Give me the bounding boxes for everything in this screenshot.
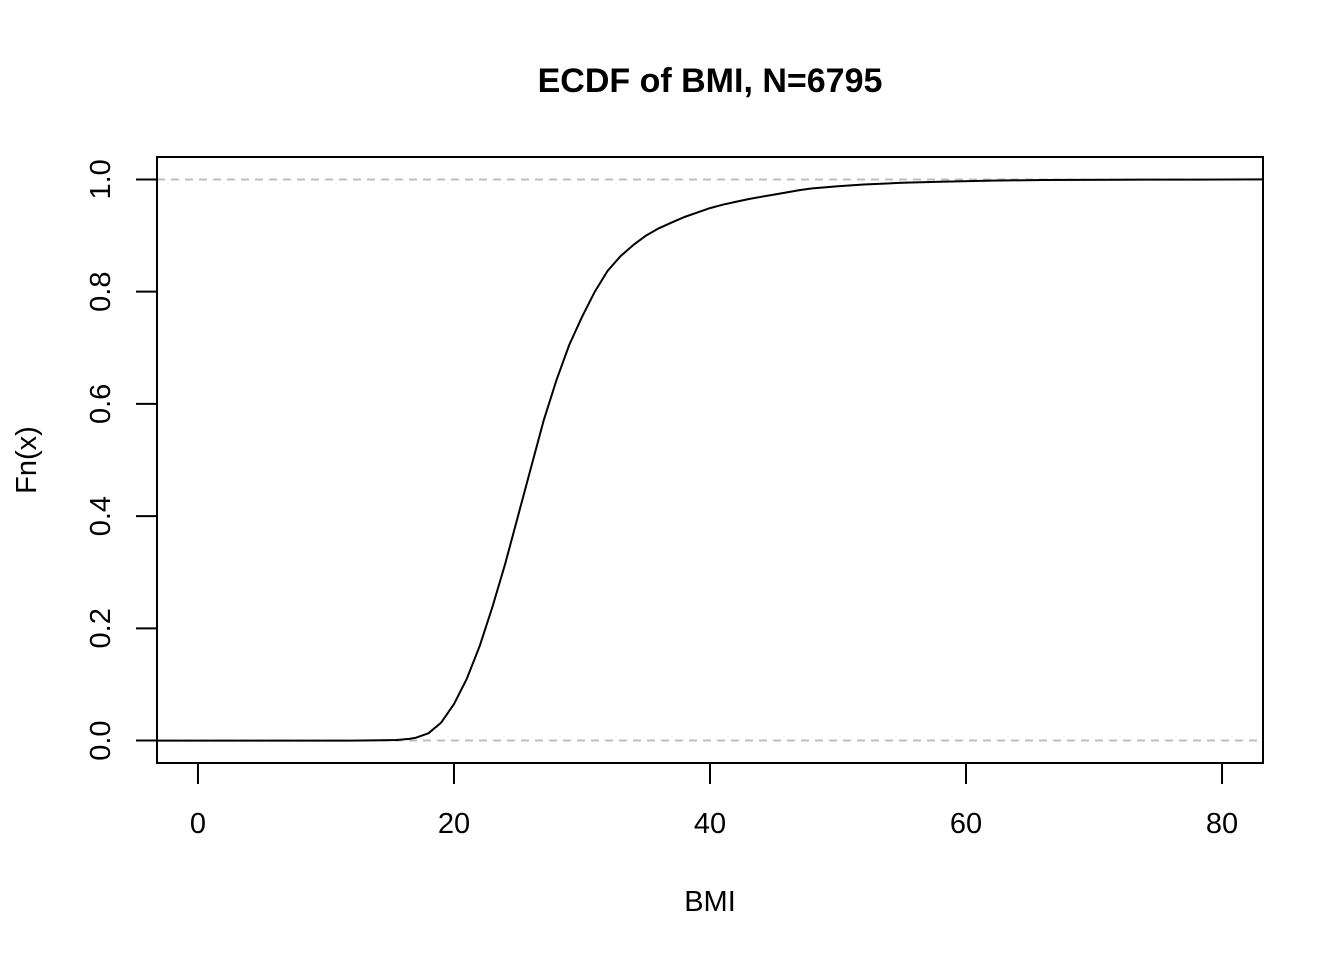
x-tick-label: 0 [190,808,206,840]
ecdf-line [157,178,1264,742]
y-tick-label: 1.0 [85,159,117,199]
series-layer [157,178,1264,742]
y-tick-label: 0.6 [85,384,117,424]
x-tick-label: 20 [438,808,470,840]
y-axis: 0.0 0.2 0.4 0.6 0.8 1.0 [85,159,158,761]
y-tick-label: 0.0 [85,720,117,760]
plot-area-frame [156,156,1264,764]
chart-title: ECDF of BMI, N=6795 [538,62,883,100]
x-axis: 0 20 40 60 80 [190,762,1238,840]
x-tick-label: 80 [1206,808,1238,840]
x-tick-label: 60 [950,808,982,840]
x-tick-label: 40 [694,808,726,840]
y-tick-label: 0.4 [85,496,117,536]
y-tick-label: 0.2 [85,608,117,648]
reference-lines [157,178,1263,742]
y-axis-title: Fn(x) [11,426,43,494]
x-axis-title: BMI [684,886,736,918]
y-tick-label: 0.8 [85,272,117,312]
